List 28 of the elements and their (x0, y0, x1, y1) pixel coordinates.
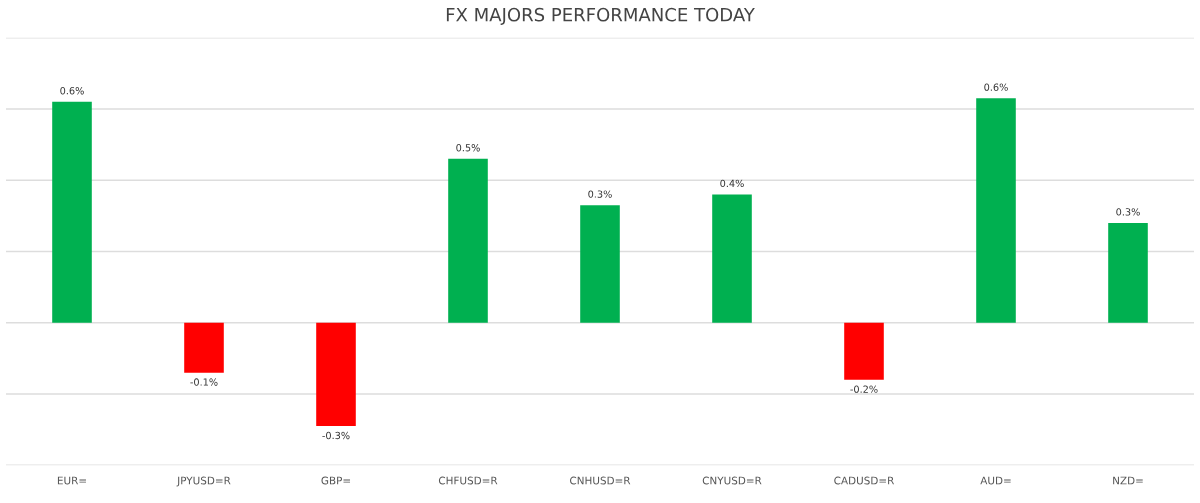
data-label: -0.3% (322, 431, 350, 440)
chart-title: FX MAJORS PERFORMANCE TODAY (446, 7, 755, 25)
bar (52, 101, 92, 323)
bar (976, 98, 1016, 323)
data-label: 0.6% (984, 83, 1008, 91)
data-label: 0.4% (720, 179, 744, 188)
bar (316, 322, 356, 427)
bar (448, 158, 488, 323)
data-label: 0.6% (60, 87, 84, 95)
data-label: -0.2% (850, 385, 878, 393)
x-tick-label: NZD= (1113, 476, 1143, 485)
data-label: 0.3% (1116, 208, 1140, 216)
x-tick-label: GBP= (321, 476, 351, 485)
data-label: 0.3% (588, 190, 612, 198)
x-tick-label: EUR= (57, 476, 86, 485)
bar (184, 322, 224, 373)
x-tick-label: CHFUSD=R (438, 476, 498, 485)
x-tick-label: CNYUSD=R (702, 476, 762, 485)
x-tick-label: CNHUSD=R (570, 476, 631, 485)
data-label: 0.5% (456, 144, 480, 152)
x-tick-label: AUD= (980, 476, 1011, 485)
bar (580, 205, 620, 323)
bar (1108, 223, 1148, 323)
bar (712, 194, 752, 323)
x-tick-label: CADUSD=R (834, 476, 895, 485)
data-label: -0.1% (190, 378, 218, 386)
x-tick-label: JPYUSD=R (176, 476, 231, 487)
bar (844, 322, 884, 380)
